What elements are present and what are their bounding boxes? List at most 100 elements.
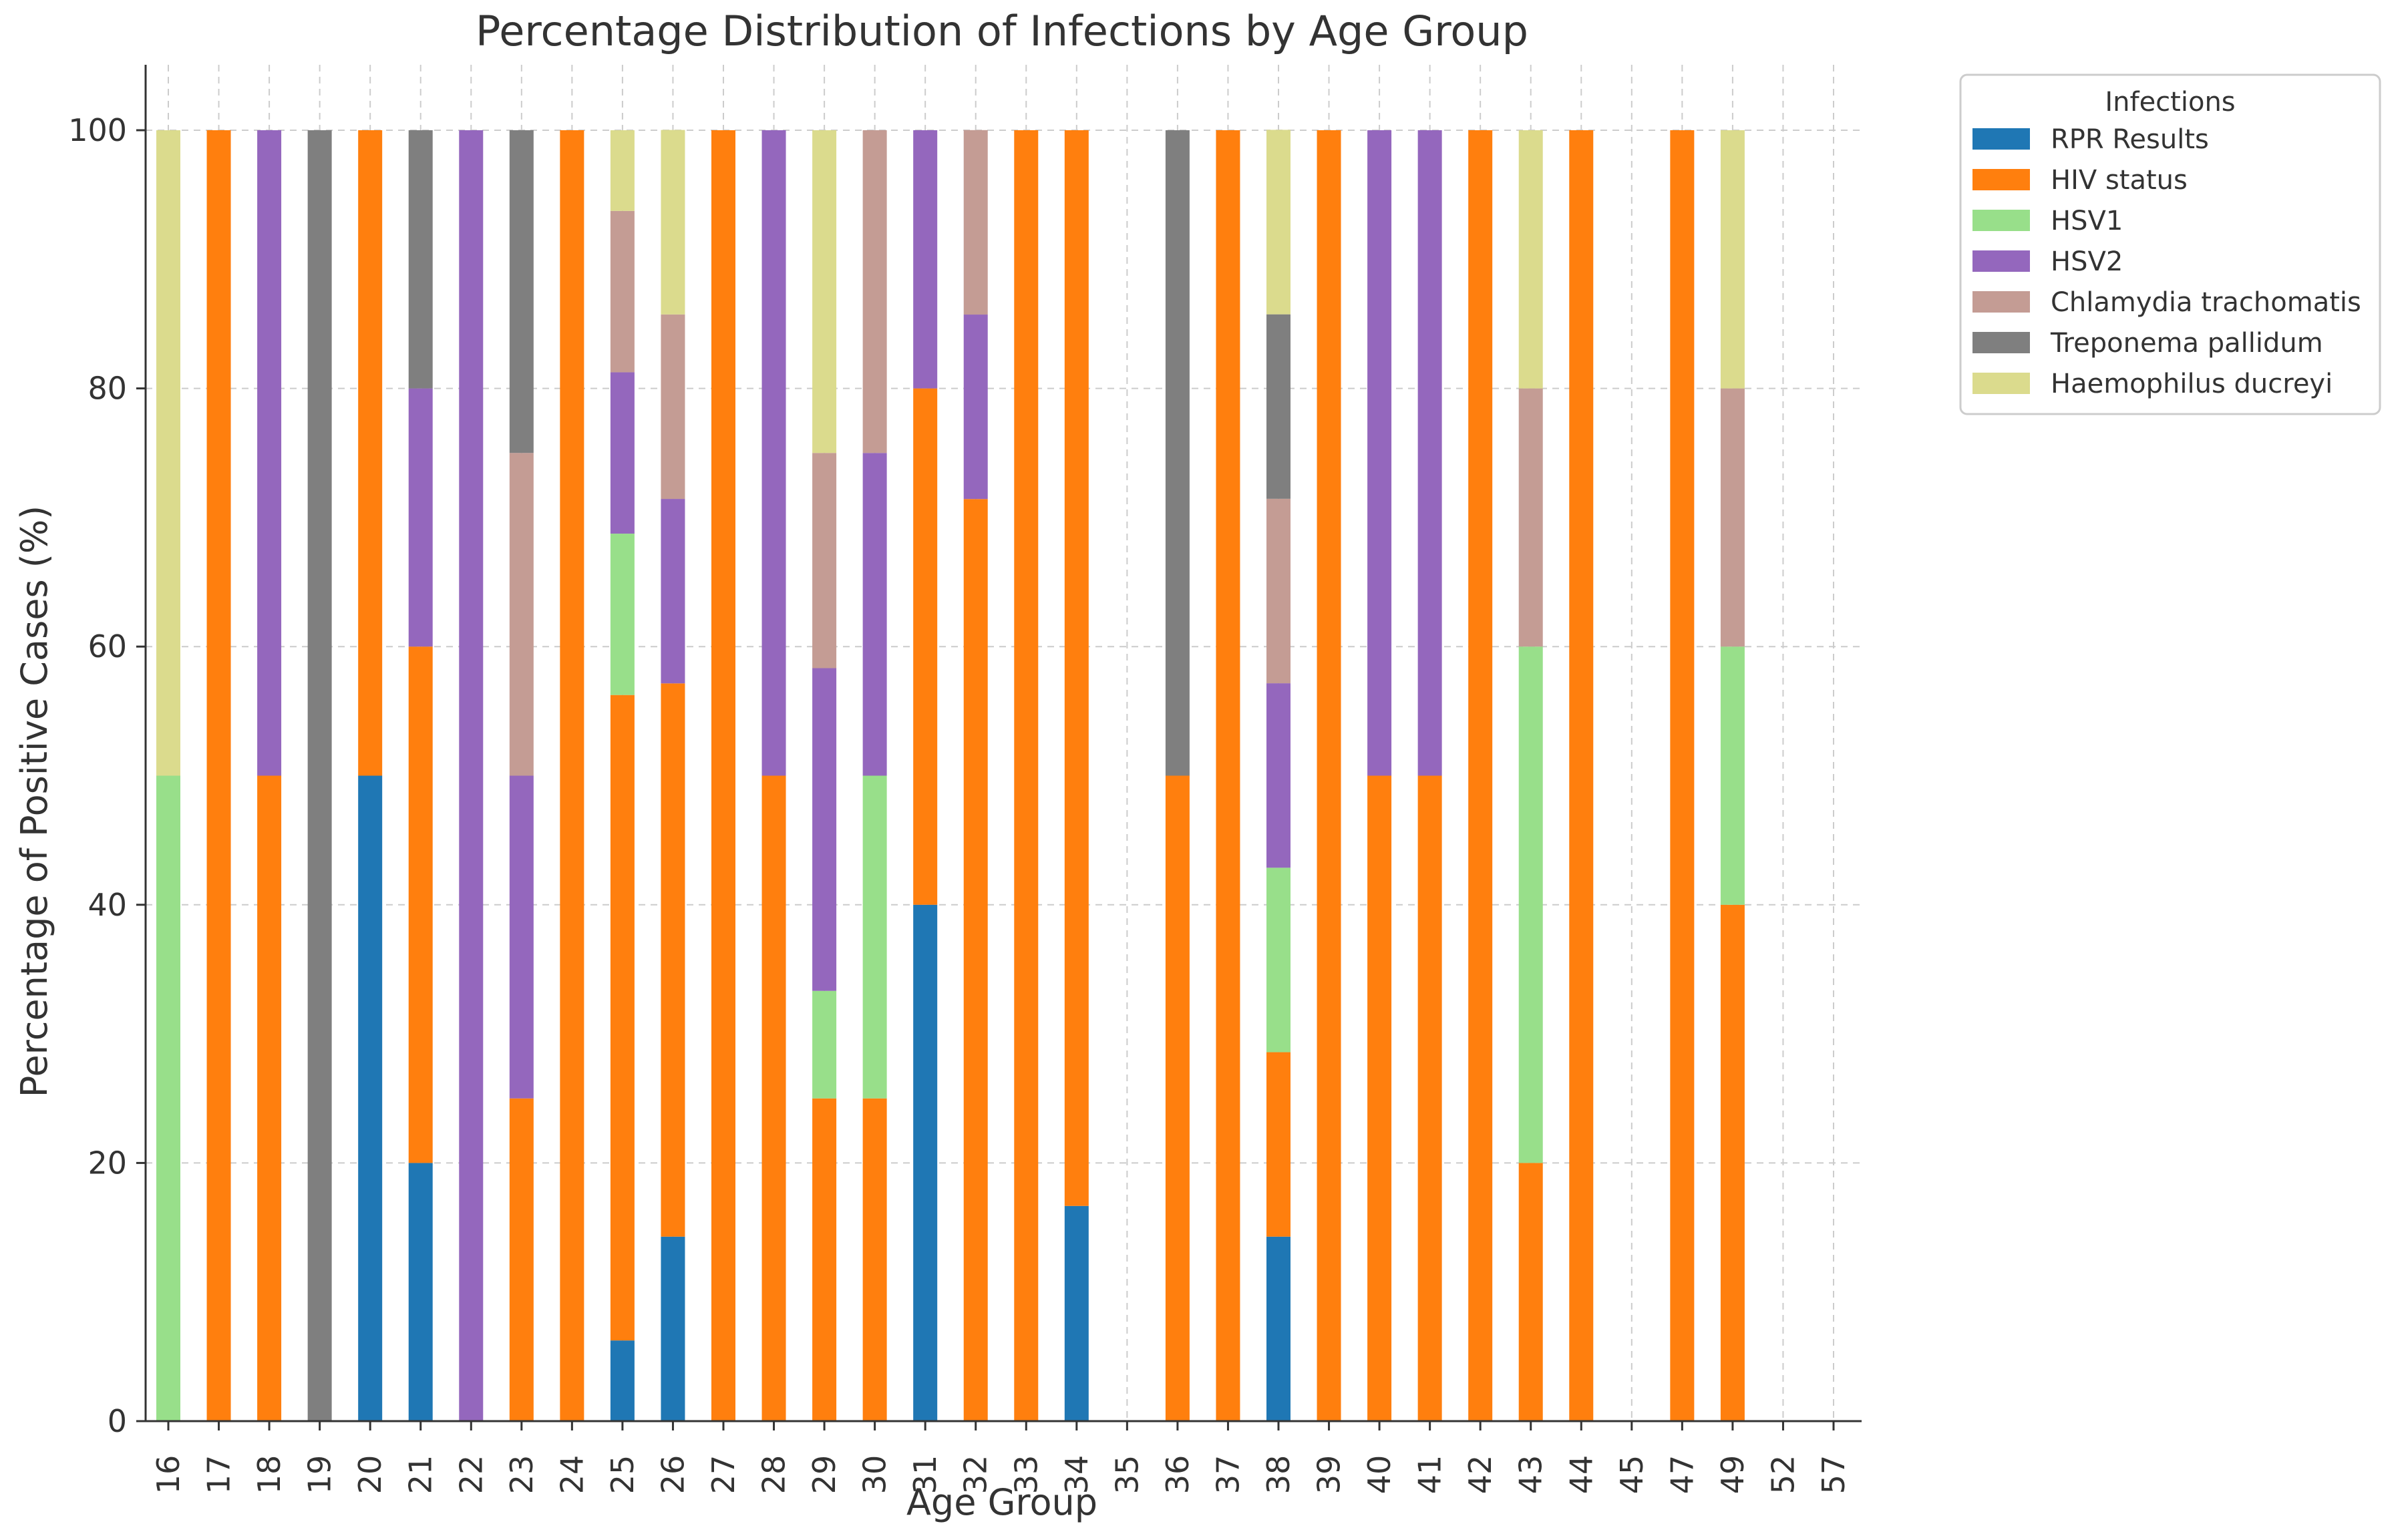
legend-swatch xyxy=(1972,169,2030,190)
bar-segment xyxy=(1518,130,1543,389)
bar-segment xyxy=(257,130,282,776)
legend: Infections RPR Results HIV status HSV1 HSV2… xyxy=(1959,73,2381,415)
x-tick-label: 42 xyxy=(1462,1455,1498,1495)
bar-segment xyxy=(408,388,433,647)
bar-segment xyxy=(1014,130,1039,1421)
bar-segment xyxy=(1417,775,1442,1421)
x-tick-label: 36 xyxy=(1160,1455,1196,1495)
bar-segment xyxy=(1518,1163,1543,1421)
x-tick-label: 33 xyxy=(1008,1455,1044,1495)
legend-swatch xyxy=(1972,210,2030,231)
x-tick-label: 20 xyxy=(352,1455,388,1495)
bar-segment xyxy=(610,130,635,211)
y-axis-label: Percentage of Positive Cases (%) xyxy=(13,506,55,1097)
bar-segment xyxy=(459,130,484,1421)
bar-segment xyxy=(1266,1236,1291,1421)
x-tick-label: 21 xyxy=(403,1455,439,1495)
x-tick-label: 39 xyxy=(1311,1455,1347,1495)
chart-title: Percentage Distribution of Infections by… xyxy=(476,7,1528,55)
x-tick-label: 25 xyxy=(605,1455,641,1495)
bar-segment xyxy=(509,453,534,776)
bar-segment xyxy=(1518,388,1543,647)
legend-label: HIV status xyxy=(2051,165,2188,196)
x-tick-label: 40 xyxy=(1361,1455,1397,1495)
y-tick-label: 20 xyxy=(88,1145,127,1181)
x-tick-label: 34 xyxy=(1059,1455,1095,1495)
x-tick-label: 38 xyxy=(1260,1455,1297,1495)
axes: 0 20 40 60 80 100 16 17 18 19 20 21 22 23 24 25 26 27 28 29… xyxy=(68,65,1862,1494)
x-tick-label: 29 xyxy=(806,1455,842,1495)
x-tick-label: 22 xyxy=(453,1455,489,1495)
bar-segment xyxy=(1367,775,1392,1421)
x-axis-label: Age Group xyxy=(906,1481,1097,1523)
bar-segment xyxy=(1468,130,1493,1421)
bar-segment xyxy=(1670,130,1695,1421)
bar-segment xyxy=(206,130,231,1421)
bar-segment xyxy=(1720,388,1745,647)
bar-segment xyxy=(913,130,938,389)
bar-segment xyxy=(1165,775,1190,1421)
bar-segment xyxy=(408,1163,433,1421)
y-tick-label: 100 xyxy=(68,112,127,148)
bar-segment xyxy=(358,130,383,776)
x-tick-label: 47 xyxy=(1664,1455,1700,1495)
bar-segment xyxy=(1518,646,1543,1163)
bar-segment xyxy=(1216,130,1240,1421)
bar-segment xyxy=(307,130,332,1421)
x-tick-label: 26 xyxy=(655,1455,691,1495)
x-tick-label: 24 xyxy=(554,1455,590,1495)
bar-segment xyxy=(761,775,786,1421)
legend-label: RPR Results xyxy=(2051,124,2209,155)
bar-segment xyxy=(963,315,988,500)
bar-segment xyxy=(1367,130,1392,776)
bar-segment xyxy=(661,683,685,1237)
y-tick-label: 80 xyxy=(88,371,127,407)
x-tick-label: 31 xyxy=(907,1455,943,1495)
bar-segment xyxy=(1569,130,1594,1421)
bar-segment xyxy=(1720,130,1745,389)
bar-segment xyxy=(1417,130,1442,776)
bar-segment xyxy=(610,1340,635,1421)
x-tick-label: 30 xyxy=(857,1455,893,1495)
bar-segment xyxy=(257,775,282,1421)
y-tick-label: 0 xyxy=(108,1403,127,1439)
bar-segment xyxy=(509,130,534,453)
legend-label: Chlamydia trachomatis xyxy=(2051,287,2361,318)
x-tick-label: 27 xyxy=(705,1455,741,1495)
bar-segment xyxy=(509,1098,534,1421)
bar-segment xyxy=(610,695,635,1341)
bar-segment xyxy=(812,990,837,1099)
bar-segment xyxy=(862,775,887,1099)
x-tick-label: 44 xyxy=(1563,1455,1599,1495)
bar-segment xyxy=(661,499,685,684)
bar-segment xyxy=(963,499,988,1422)
x-tick-label: 37 xyxy=(1210,1455,1246,1495)
legend-items: RPR Results HIV status HSV1 HSV2 Chlamydia t… xyxy=(1972,124,2361,399)
bar-segment xyxy=(610,210,635,373)
legend-label: Haemophilus ducreyi xyxy=(2051,369,2333,399)
chart-labels: Percentage Distribution of Infections by… xyxy=(13,7,1528,1523)
bar-segment xyxy=(862,1098,887,1421)
bar-segment xyxy=(1266,868,1291,1052)
bar-segment xyxy=(913,388,938,905)
bar-segment xyxy=(1266,314,1291,499)
legend-box xyxy=(1959,73,2381,415)
bar-segment xyxy=(1064,1205,1089,1421)
legend-swatch xyxy=(1972,128,2030,150)
x-tick-label: 18 xyxy=(251,1455,287,1495)
bar-segment xyxy=(812,453,837,668)
bar-segment xyxy=(509,775,534,1099)
x-tick-label: 57 xyxy=(1816,1455,1852,1495)
bar-segment xyxy=(963,130,988,315)
bar-segment xyxy=(812,1098,837,1421)
x-tick-label: 23 xyxy=(504,1455,540,1495)
x-tick-label: 49 xyxy=(1715,1455,1751,1495)
bar-segment xyxy=(1720,904,1745,1421)
x-tick-label: 17 xyxy=(201,1455,237,1495)
bar-segment xyxy=(711,130,735,1421)
legend-label: HSV2 xyxy=(2051,246,2123,277)
x-tick-label: 32 xyxy=(958,1455,994,1495)
bar-segment xyxy=(1720,646,1745,905)
